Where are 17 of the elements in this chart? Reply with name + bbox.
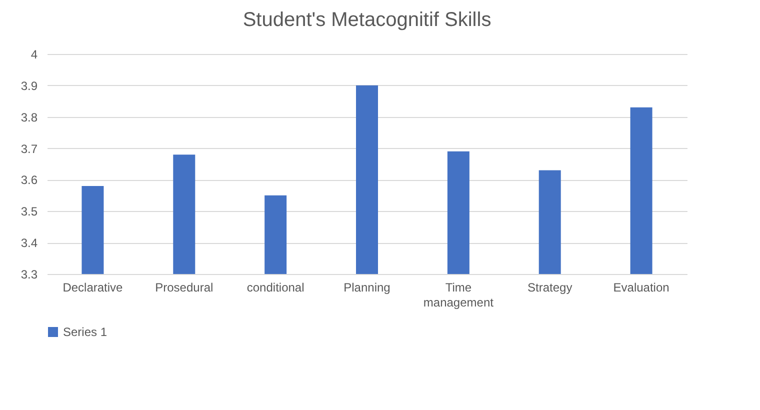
x-tick-label: Evaluation	[613, 280, 670, 294]
x-tick-label: Planning	[344, 280, 390, 294]
x-tick-label: Time management	[423, 280, 494, 310]
y-tick-label: 3.3	[20, 268, 38, 282]
y-tick-label: 3.9	[20, 78, 38, 93]
legend-label: Series 1	[63, 325, 108, 339]
y-tick-label: 3.8	[20, 110, 38, 124]
x-tick-label: conditional	[246, 280, 304, 294]
y-tick-label: 3.4	[20, 236, 38, 250]
y-tick-label: 3.7	[20, 142, 38, 156]
y-tick-label: 3.6	[20, 173, 38, 188]
x-tick-label: Prosedural	[155, 280, 214, 294]
y-tick-label: 3.5	[20, 204, 38, 219]
y-tick-label: 4	[30, 48, 38, 62]
x-tick-label: Declarative	[62, 280, 124, 294]
x-tick-label: Strategy	[528, 280, 572, 294]
chart-title: Student's Metacognitif Skills	[242, 9, 492, 31]
